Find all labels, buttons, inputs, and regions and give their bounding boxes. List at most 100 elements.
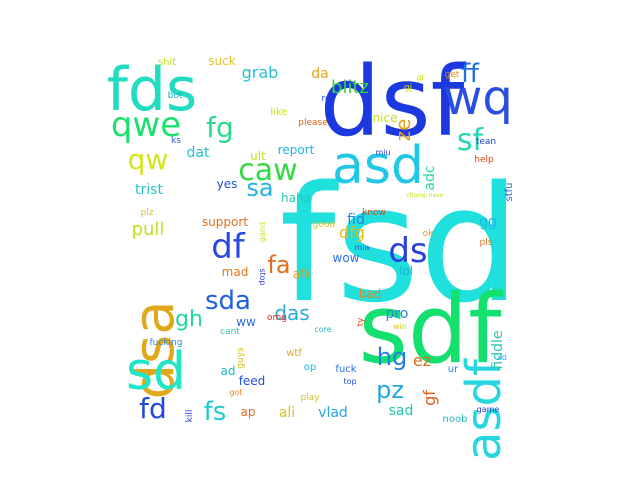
cloud-word: good [313, 220, 335, 230]
cloud-word: blitz [331, 77, 369, 98]
cloud-word: fds [107, 55, 197, 125]
cloud-word: pro [386, 306, 409, 322]
cloud-word: pls [480, 238, 493, 248]
cloud-word: sf [457, 123, 485, 158]
cloud-word: fuck [335, 364, 356, 375]
cloud-word: miu [375, 148, 390, 157]
cloud-word: fa [267, 251, 290, 279]
cloud-word: shit [158, 57, 176, 68]
cloud-word: fiddle [490, 330, 506, 369]
cloud-word: da [311, 66, 328, 82]
cloud-word: dsf [320, 46, 467, 158]
cloud-word: yes [217, 177, 238, 191]
cloud-word: support [202, 215, 248, 229]
cloud-word: fd [139, 392, 167, 425]
cloud-word: das [274, 301, 309, 325]
cloud-word: dfg [339, 223, 365, 242]
cloud-word: op [304, 362, 316, 373]
cloud-word: get [445, 70, 460, 80]
cloud-word: wtf [286, 348, 302, 359]
cloud-word: pull [132, 219, 165, 240]
cloud-word: mia [355, 243, 370, 252]
cloud-word: kill [185, 410, 195, 423]
cloud-word: plz [141, 208, 154, 218]
cloud-word: adc [422, 165, 438, 190]
cloud-word: vlad [318, 405, 348, 421]
cloud-word: dsa [122, 300, 187, 399]
cloud-word: ff [461, 59, 480, 89]
cloud-word: core [314, 325, 331, 334]
cloud-word: know [362, 208, 386, 218]
cloud-word: asd [332, 136, 424, 196]
cloud-word: sdf [358, 275, 504, 385]
cloud-word: ds [388, 231, 427, 271]
cloud-word: gh [175, 307, 203, 332]
cloud-word: ap [241, 405, 256, 419]
cloud-word: help [474, 155, 494, 165]
cloud-word: game [477, 405, 500, 414]
cloud-word: fg [206, 111, 234, 144]
cloud-word: re [321, 94, 331, 104]
cloud-word: fucking [150, 338, 183, 348]
cloud-word: dat [187, 145, 210, 161]
cloud-word: sad [389, 403, 414, 419]
cloud-word: got [229, 388, 242, 397]
cloud-word: please [298, 118, 328, 128]
cloud-word: fsd [279, 151, 520, 338]
cloud-word: nice [373, 111, 398, 125]
cloud-word: top [343, 377, 356, 386]
cloud-word: play [300, 393, 320, 403]
cloud-word: ww [236, 315, 256, 329]
cloud-word: ok [423, 229, 435, 239]
cloud-word: sda [205, 286, 251, 316]
cloud-word: like [270, 107, 287, 118]
cloud-word: qwe [111, 105, 181, 145]
cloud-word: guys [236, 347, 246, 369]
cloud-word: gf [420, 390, 439, 406]
cloud-word: mad [222, 265, 249, 279]
cloud-word: sd [126, 342, 186, 402]
cloud-word: df [211, 227, 246, 267]
cloud-word: omg [267, 313, 287, 323]
cloud-word: lol [399, 264, 413, 278]
cloud-word: wq [443, 70, 513, 126]
cloud-word: ur [448, 364, 459, 375]
cloud-word: feed [239, 374, 266, 388]
cloud-word: ze [391, 119, 415, 142]
cloud-word: suck [208, 54, 235, 68]
cloud-word: bot [168, 91, 183, 101]
cloud-word: report [278, 143, 315, 157]
cloud-word: ez [413, 351, 431, 370]
cloud-word: gg [479, 214, 497, 230]
cloud-word: champ nave [406, 192, 443, 199]
cloud-word: stfu [504, 183, 515, 202]
cloud-word: fid [347, 212, 365, 228]
cloud-word: asdf [456, 358, 512, 461]
cloud-word: caw [238, 153, 297, 188]
cloud-word: haha [281, 191, 311, 205]
cloud-word: ty [356, 317, 366, 327]
cloud-word: tean [476, 137, 496, 147]
cloud-word: gl [416, 73, 423, 82]
cloud-word: ali [279, 405, 295, 421]
cloud-word: ad [221, 364, 236, 378]
cloud-word: qw [128, 143, 169, 176]
cloud-word: trist [135, 182, 163, 198]
cloud-word: afk [293, 267, 312, 281]
cloud-word: win [393, 322, 407, 331]
cloud-word: sa [246, 174, 273, 202]
cloud-word: ks [171, 136, 181, 146]
cloud-word: grab [242, 63, 279, 82]
cloud-word: stop [258, 268, 267, 285]
cloud-word: gand [258, 222, 267, 242]
cloud-word: xd [497, 353, 507, 362]
cloud-word: wow [333, 251, 360, 265]
cloud-word: gj [404, 83, 412, 93]
cloud-word: ult [250, 149, 266, 163]
cloud-word: hg [377, 343, 407, 371]
cloud-word: noob [443, 414, 468, 425]
cloud-word: pz [376, 376, 404, 404]
cloud-word: bad [359, 287, 382, 301]
cloud-word: fs [204, 397, 227, 427]
